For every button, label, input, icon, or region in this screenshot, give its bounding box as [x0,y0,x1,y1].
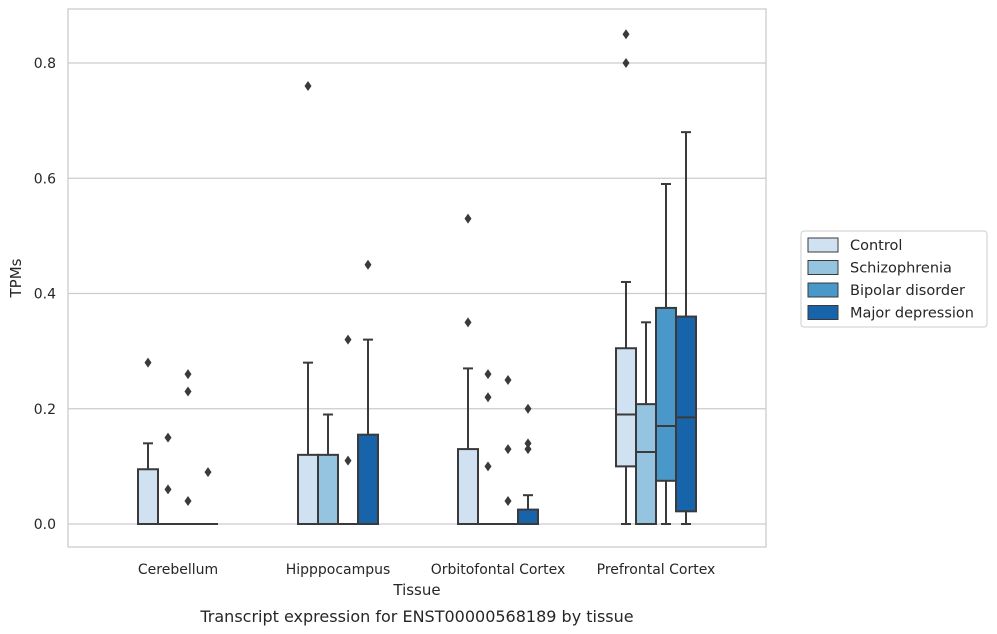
x-tick-label: Prefrontal Cortex [597,562,716,578]
x-tick-label: Hipppocampus [286,562,391,578]
box-1-0 [297,81,319,526]
box-1-1 [317,413,339,526]
outlier-point [464,317,472,328]
outlier-point [464,213,472,224]
y-tick-label: 0.4 [34,287,56,303]
outlier-point [622,29,630,40]
y-axis-label: TPMs [7,258,25,298]
legend-swatch [807,260,839,275]
legend-label: Bipolar disorder [850,283,965,299]
box-2-0 [457,213,479,525]
box-body [635,403,657,526]
outlier-point [622,58,630,68]
box-1-2 [338,334,358,525]
x-tick-label: Orbitofontal Cortex [431,562,566,578]
y-tick-label: 0.6 [34,171,56,187]
outlier-point [524,444,532,455]
chart-caption: Transcript expression for ENST0000056818… [199,607,633,626]
legend-label: Control [850,238,902,254]
outlier-point [144,357,152,368]
y-tick-label: 0.8 [34,56,56,72]
outlier-point [164,484,172,495]
plot-frame [67,8,767,548]
outlier-point [484,369,492,380]
legend-label: Schizophrenia [850,261,952,277]
box-body [655,306,677,482]
box-3-3 [675,131,697,525]
legend-swatch [807,237,839,253]
box-body [517,508,539,525]
x-tick-label: Cerebellum [138,562,218,578]
outlier-point [524,403,532,414]
box-2-3 [517,403,539,525]
box-0-3 [198,467,218,525]
box-1-3 [357,259,379,525]
y-tick-labels: 0.0 0.2 0.4 0.6 0.8 [34,56,56,533]
box-2-2 [498,374,518,525]
box-plots [137,29,697,526]
legend-label: Major depression [850,306,974,322]
outlier-point [484,392,492,403]
outlier-point [524,438,532,449]
legend-swatch [807,305,839,320]
box-body [675,315,697,513]
box-body [615,347,637,468]
outlier-point [504,444,512,455]
outlier-point [344,455,352,466]
outlier-point [484,461,492,472]
outlier-point [504,374,512,385]
box-body [137,468,159,526]
legend-frame [800,230,988,328]
outlier-point [184,495,192,506]
box-2-1 [478,369,498,525]
outlier-point [184,386,192,397]
outlier-point [304,81,312,92]
box-body [457,448,479,525]
y-tick-label: 0.2 [34,402,56,418]
y-tick-label: 0.0 [34,517,56,533]
box-0-1 [158,432,178,525]
box-body [317,453,339,526]
box-0-2 [178,369,198,525]
box-0-0 [137,357,159,526]
box-body [357,433,379,525]
outlier-point [344,334,352,345]
outlier-point [204,467,212,478]
x-axis-label: Tissue [392,581,440,599]
outlier-point [184,369,192,380]
legend: Control Schizophrenia Bipolar disorder Majo… [800,230,988,328]
box-body [297,453,319,526]
outlier-point [364,259,372,270]
outlier-point [504,495,512,506]
legend-swatch [807,282,839,298]
x-tick-labels: Cerebellum Hipppocampus Orbitofontal Corte… [138,562,715,578]
box-3-1 [635,321,657,526]
outlier-point [164,432,172,443]
